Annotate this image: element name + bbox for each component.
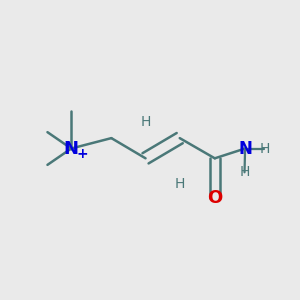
Text: +: +	[77, 148, 88, 161]
Text: N: N	[238, 140, 252, 158]
Text: H: H	[239, 165, 250, 179]
Text: H: H	[140, 115, 151, 129]
Text: O: O	[207, 189, 222, 207]
Text: N: N	[64, 140, 79, 158]
Text: H: H	[175, 177, 185, 191]
Text: H: H	[259, 142, 270, 155]
